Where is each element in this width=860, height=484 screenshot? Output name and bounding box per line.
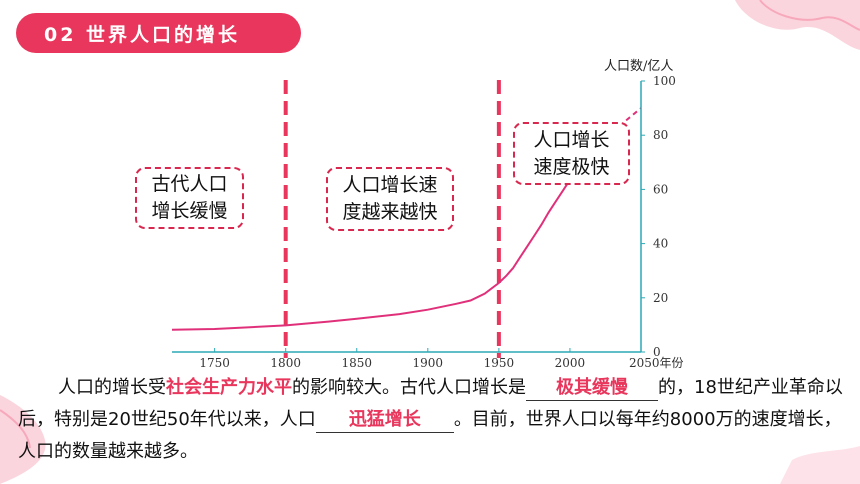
x-tick-label: 2050年份 [629,356,684,370]
blank-answer-2: 迅猛增长 [315,408,454,433]
y-tick-label: 20 [653,291,668,305]
x-tick-label: 1900 [413,356,444,370]
y-tick-label: 100 [653,74,676,88]
y-tick-label: 80 [653,128,668,142]
annotation-rapid: 人口增长 速度极快 [513,122,630,185]
x-tick-label: 2000 [555,356,586,370]
annotation-accelerating: 人口增长速 度越来越快 [326,167,454,231]
y-axis-label: 人口数/亿人 [604,59,673,74]
y-tick-label: 60 [653,182,668,196]
x-tick-label: 1800 [270,356,301,370]
x-tick-label: 1950 [484,356,515,370]
section-title: 02 世界人口的增长 [16,13,301,53]
blank-answer-1: 极其缓慢 [526,376,658,401]
summary-paragraph: 人口的增长受社会生产力水平的影响较大。古代人口增长是 极其缓慢 的，18世纪产业革命… [18,376,843,462]
y-tick-label: 0 [653,345,661,359]
annotation-ancient: 古代人口 增长缓慢 [135,167,244,229]
highlight-productivity: 社会生产力水平 [166,377,292,398]
x-tick-label: 1750 [199,356,230,370]
y-tick-label: 40 [653,237,668,251]
x-tick-label: 1850 [341,356,372,370]
